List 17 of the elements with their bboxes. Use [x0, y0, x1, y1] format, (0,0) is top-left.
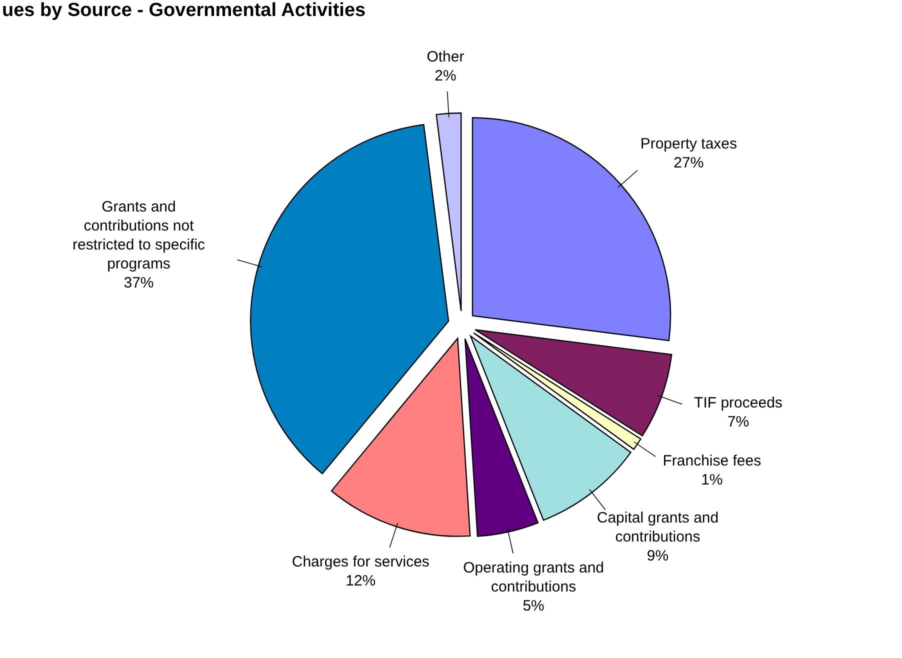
slice-label: Property taxes: [640, 136, 738, 153]
data-label: 12%: [346, 572, 376, 590]
slice-label: Franchise fees: [662, 452, 762, 470]
data-label: 37%: [124, 274, 154, 292]
slice-label: TIF proceeds: [694, 394, 782, 412]
slice-label: Grants and contributions not restricted to specific programs: [72, 198, 206, 272]
slice-label: Other: [426, 48, 464, 66]
slice-label: Capital grants and contributions: [596, 510, 719, 546]
slice-label: Operating grants and contributions: [463, 560, 604, 596]
data-label: 27%: [674, 154, 704, 172]
slice-label: Charges for services: [292, 553, 430, 570]
data-label: 5%: [522, 598, 544, 615]
data-label: 2%: [434, 68, 456, 85]
chart-title: ues by Source - Governmental Activities: [2, 0, 366, 21]
data-label: 7%: [727, 414, 750, 431]
data-label: 9%: [646, 548, 669, 565]
data-label: 1%: [701, 472, 723, 489]
